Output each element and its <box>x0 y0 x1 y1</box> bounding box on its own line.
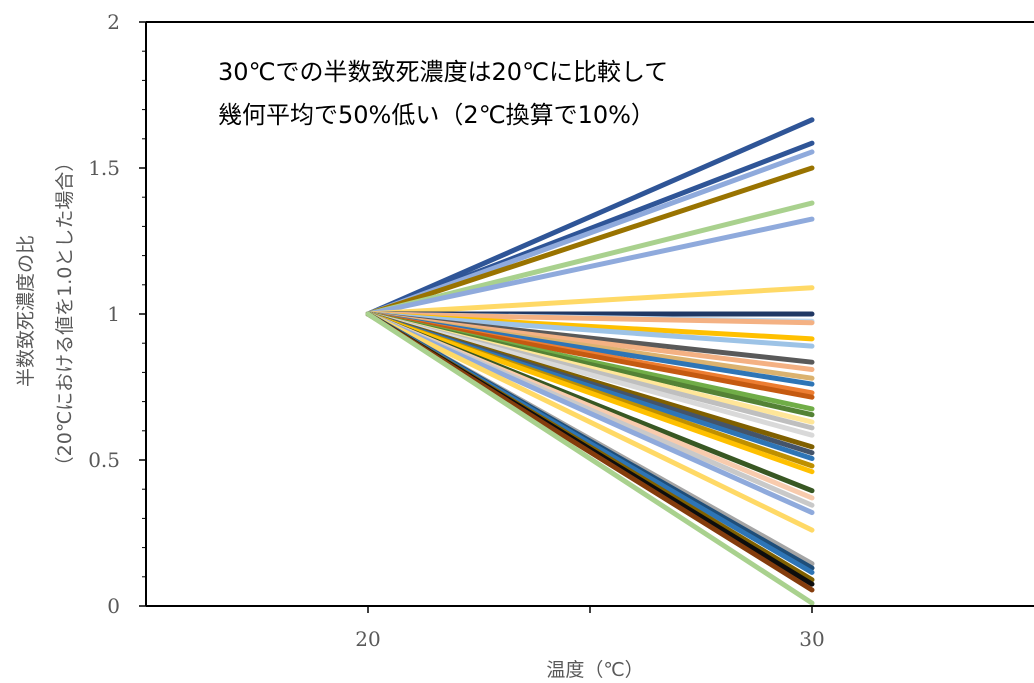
y-tick-label: 2 <box>107 10 120 34</box>
y-tick-label: 0.5 <box>88 448 120 472</box>
series-line-3 <box>365 149 815 317</box>
y-axis-title-line1: 半数致死濃度の比 <box>15 235 37 387</box>
y-tick-label: 1 <box>107 302 120 326</box>
series-layer <box>365 117 815 606</box>
tick-layer: 0 0.5 1 1.5 2 20 30 <box>88 10 825 651</box>
annotation-line2: 幾何平均で50%低い（2℃換算で10%） <box>218 101 655 129</box>
annotation-line1: 30℃での半数致死濃度は20℃に比較して <box>218 58 668 86</box>
x-axis-title: 温度（℃） <box>546 659 643 681</box>
x-tick-label: 20 <box>355 627 380 651</box>
series-line-7 <box>365 285 815 317</box>
y-tick-label: 0 <box>107 594 120 618</box>
series-line-4 <box>365 165 815 317</box>
series-line-12 <box>365 311 815 349</box>
series-line-33 <box>365 311 815 533</box>
x-tick-label: 30 <box>799 627 824 651</box>
series-line-6 <box>365 216 815 317</box>
series-line-40 <box>365 311 815 606</box>
series-line-28 <box>365 311 815 475</box>
y-tick-label: 1.5 <box>88 156 120 180</box>
series-line-10 <box>365 311 815 326</box>
series-line-5 <box>365 200 815 317</box>
series-line-32 <box>365 311 815 516</box>
y-axis-title-line2: （20℃における値を1.0とした場合） <box>54 153 76 476</box>
series-line-1 <box>365 117 815 317</box>
